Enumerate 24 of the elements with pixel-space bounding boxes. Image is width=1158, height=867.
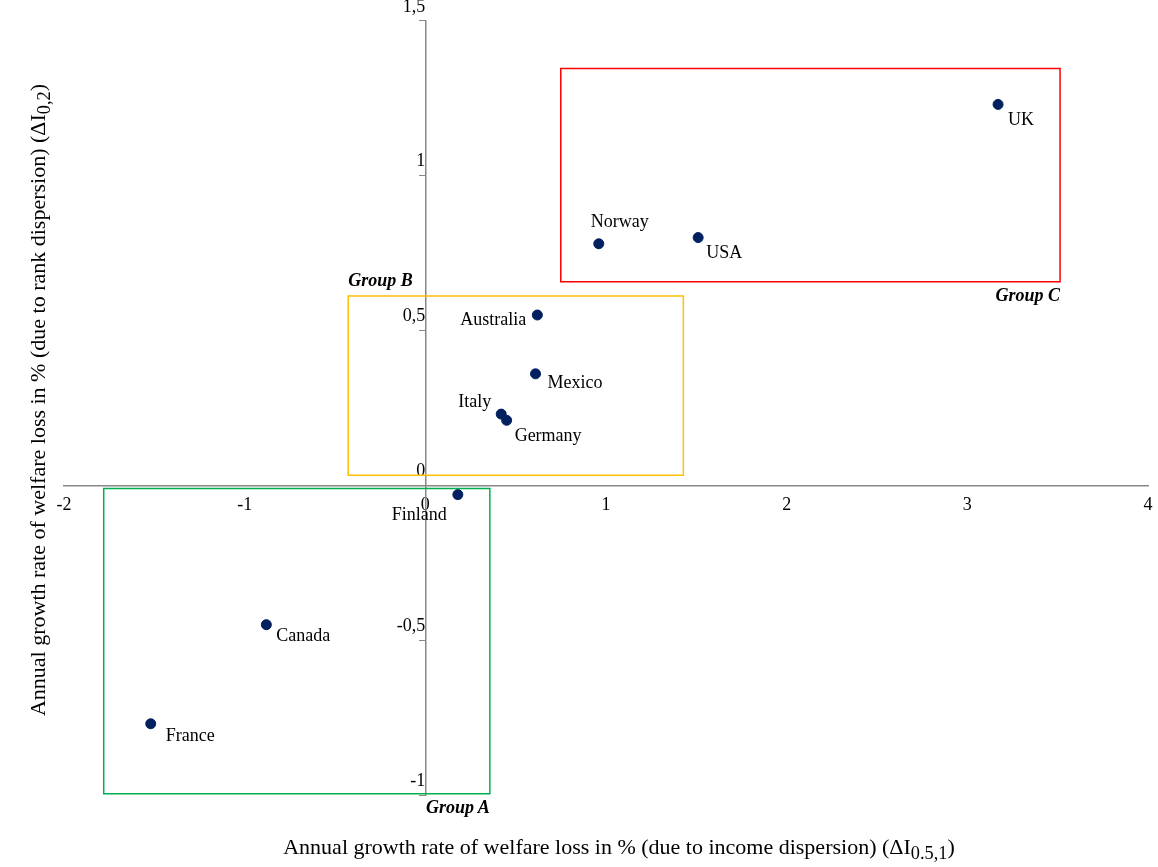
data-label: France (165, 724, 215, 745)
x-tick-label: 4 (1143, 493, 1153, 514)
x-tick-label: -2 (56, 493, 72, 514)
x-tick-label: 1 (601, 493, 611, 514)
data-label: Canada (276, 625, 331, 646)
data-label: UK (1008, 109, 1035, 130)
data-label: Australia (460, 308, 527, 329)
data-label: Germany (514, 425, 582, 446)
y-tick-label: 1,5 (402, 0, 426, 16)
annotation: Group B (348, 269, 413, 290)
x-tick-label: -1 (237, 493, 253, 514)
x-tick-label: 2 (782, 493, 792, 514)
data-label: Italy (458, 390, 492, 411)
y-tick-label: 0,5 (402, 305, 426, 326)
annotation: Group C (995, 285, 1062, 306)
x-tick-label: 3 (962, 493, 972, 514)
text: Group A (425, 797, 490, 818)
x-axis-title: Annual growth rate of welfare loss in % (due to income dispersion) (ΔI$_{0.5,1}$) (282, 834, 956, 865)
y-tick-label: -0,5 (396, 614, 426, 635)
data-label: Norway (590, 210, 649, 231)
y-tick-label: -1 (410, 769, 426, 790)
data-label: USA (706, 242, 743, 263)
y-tick-label: 1 (416, 150, 426, 171)
data-label: Mexico (547, 371, 603, 392)
